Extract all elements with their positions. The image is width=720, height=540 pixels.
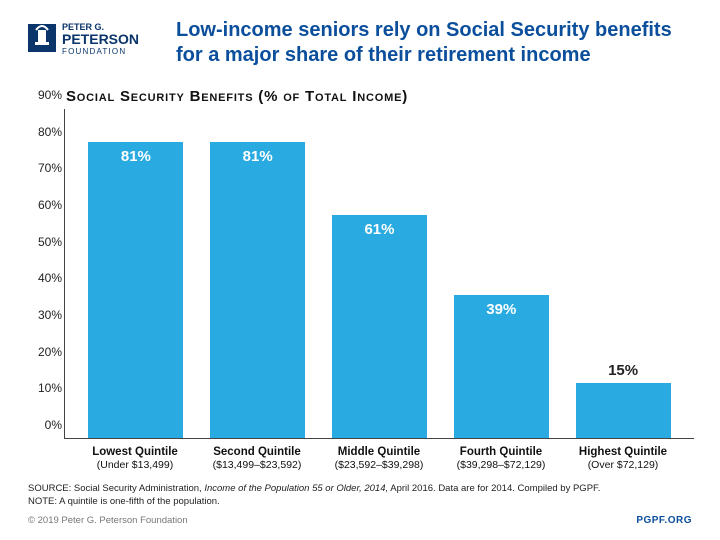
logo-line3: FOUNDATION [62,47,126,56]
bar: 15% [576,383,671,438]
logo-line2: PETERSON [62,31,139,47]
pgpf-link[interactable]: PGPF.ORG [636,515,692,526]
bar: 81% [88,142,183,438]
source-prefix: SOURCE: Social Security Administration, [28,483,204,494]
footer: SOURCE: Social Security Administration, … [28,483,692,526]
source-suffix: April 2016. Data are for 2014. Compiled … [388,483,600,494]
bar: 39% [454,295,549,438]
bar-value-label: 15% [608,362,638,379]
bars-container: 81% 81% 61% 39% 15% [65,109,694,438]
bar-value-label: 39% [486,301,516,318]
plot-area: 81% 81% 61% 39% 15% [64,109,694,439]
y-tick: 10% [28,381,62,395]
chart-title: Low-income seniors rely on Social Securi… [176,18,692,68]
bar: 81% [210,142,305,438]
source-text: SOURCE: Social Security Administration, … [28,483,692,509]
bar-value-label: 61% [364,221,394,238]
y-axis: 0%10%20%30%40%50%60%70%80%90% [28,109,62,439]
chart-card: PETER G. PETERSON FOUNDATION Low-income … [0,0,720,540]
pgpf-logo: PETER G. PETERSON FOUNDATION [28,18,160,65]
source-italic: Income of the Population 55 or Older, 20… [204,483,388,494]
logo-svg: PETER G. PETERSON FOUNDATION [28,18,160,60]
bar-value-label: 81% [243,148,273,165]
y-tick: 90% [28,88,62,102]
chart-subtitle: Social Security Benefits (% of Total Inc… [66,88,692,105]
y-tick: 60% [28,198,62,212]
bar-slot: 61% [319,109,441,438]
y-tick: 80% [28,125,62,139]
x-label: Lowest Quintile(Under $13,499) [74,445,196,473]
bar: 61% [332,215,427,438]
y-tick: 0% [28,418,62,432]
copyright-text: © 2019 Peter G. Peterson Foundation [28,515,188,526]
y-tick: 30% [28,308,62,322]
x-axis-labels: Lowest Quintile(Under $13,499)Second Qui… [64,439,694,473]
x-label: Fourth Quintile($39,298–$72,129) [440,445,562,473]
y-tick: 40% [28,271,62,285]
source-note: NOTE: A quintile is one-fifth of the pop… [28,496,220,507]
x-label: Middle Quintile($23,592–$39,298) [318,445,440,473]
chart: 0%10%20%30%40%50%60%70%80%90% 81%81%61%3… [64,109,694,439]
y-tick: 20% [28,345,62,359]
y-tick: 70% [28,161,62,175]
x-label: Highest Quintile(Over $72,129) [562,445,684,473]
header: PETER G. PETERSON FOUNDATION Low-income … [28,18,692,78]
bar-slot: 81% [75,109,197,438]
x-label: Second Quintile($13,499–$23,592) [196,445,318,473]
bar-value-label: 81% [121,148,151,165]
bottom-row: © 2019 Peter G. Peterson Foundation PGPF… [28,515,692,526]
bar-slot: 81% [197,109,319,438]
y-tick: 50% [28,235,62,249]
bar-slot: 15% [562,109,684,438]
bar-slot: 39% [440,109,562,438]
